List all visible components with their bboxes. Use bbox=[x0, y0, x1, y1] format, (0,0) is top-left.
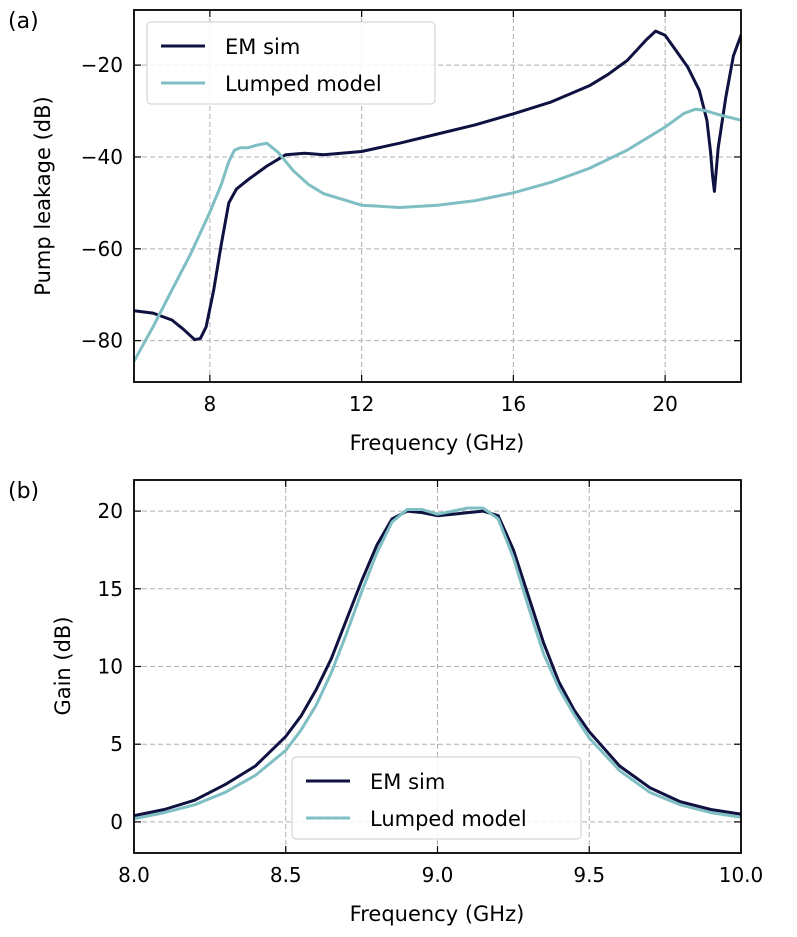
chart-panel-a: 8 12 16 20 −80 −60 −40 −20 Frequency (GHz) Pump l… bbox=[8, 9, 742, 455]
y-axis-title: Gain (dB) bbox=[51, 616, 75, 715]
legend-label: Lumped model bbox=[225, 72, 382, 96]
legend-box bbox=[291, 756, 582, 840]
y-tick-label: 10 bbox=[98, 655, 123, 679]
series-line-lumped-model bbox=[134, 107, 741, 363]
series-line-em-sim bbox=[134, 509, 741, 818]
y-tick-label: 15 bbox=[98, 577, 123, 601]
panel-label: (b) bbox=[8, 479, 39, 504]
x-tick-label: 9.0 bbox=[422, 863, 454, 887]
x-tick-label: 8.0 bbox=[118, 863, 150, 887]
x-tick-label: 16 bbox=[501, 392, 526, 416]
panel-label: (a) bbox=[8, 9, 39, 34]
chart-panel-b: 8.0 8.5 9.0 9.5 10.0 0 5 10 15 20 Frequency (GHz) G… bbox=[8, 479, 763, 926]
x-tick-label: 8 bbox=[204, 392, 217, 416]
legend-label: Lumped model bbox=[370, 807, 527, 831]
series-line-em-sim bbox=[134, 29, 741, 342]
series-line-lumped-model bbox=[134, 506, 741, 821]
x-tick-label: 20 bbox=[652, 392, 677, 416]
y-tick-label: −80 bbox=[81, 329, 123, 353]
y-tick-label: 5 bbox=[110, 732, 123, 756]
x-tick-label: 12 bbox=[349, 392, 374, 416]
x-tick-label: 9.5 bbox=[573, 863, 605, 887]
y-tick-label: −40 bbox=[81, 145, 123, 169]
x-tick-label: 8.5 bbox=[270, 863, 302, 887]
x-tick-label: 10.0 bbox=[719, 863, 764, 887]
y-tick-label: −20 bbox=[81, 53, 123, 77]
legend: EM sim Lumped model bbox=[146, 21, 436, 105]
plot-frame bbox=[133, 9, 742, 383]
legend-label: EM sim bbox=[370, 770, 445, 794]
series-group bbox=[134, 506, 741, 821]
y-axis-title: Pump leakage (dB) bbox=[31, 96, 55, 295]
y-tick-label: 0 bbox=[110, 810, 123, 834]
x-axis-title: Frequency (GHz) bbox=[350, 431, 525, 455]
legend-box bbox=[146, 21, 436, 105]
series-group bbox=[134, 29, 741, 363]
x-axis-title: Frequency (GHz) bbox=[350, 902, 525, 926]
legend-label: EM sim bbox=[225, 35, 300, 59]
y-tick-label: 20 bbox=[98, 499, 123, 523]
y-tick-label: −60 bbox=[81, 237, 123, 261]
legend: EM sim Lumped model bbox=[291, 756, 582, 840]
